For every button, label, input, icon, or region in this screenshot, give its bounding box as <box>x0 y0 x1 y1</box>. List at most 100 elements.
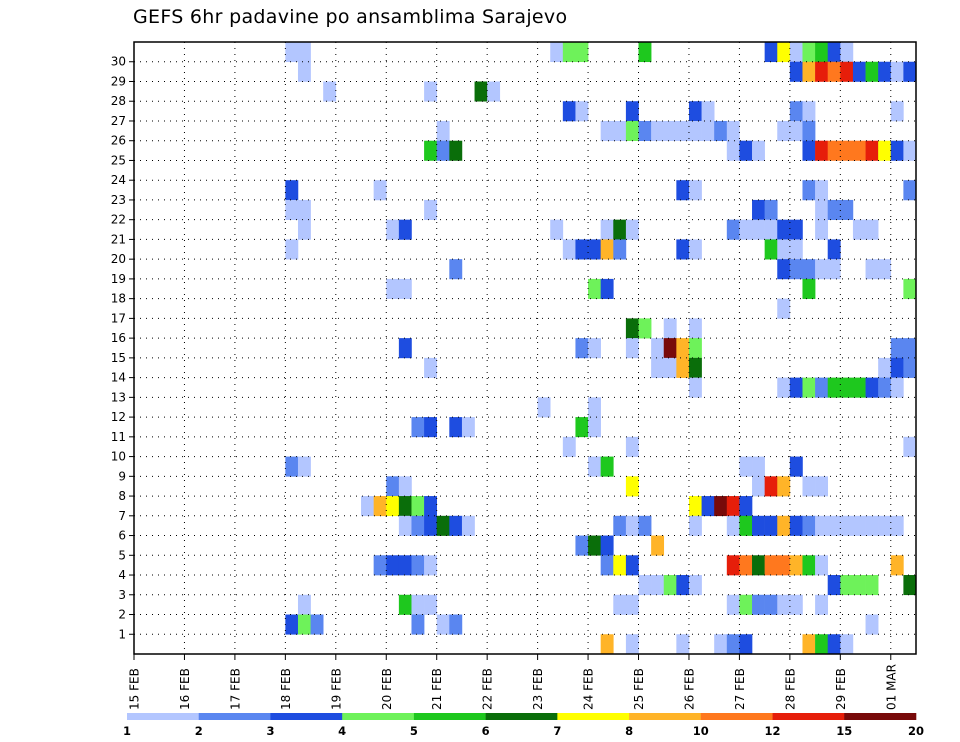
heatmap-cell <box>802 120 816 142</box>
x-tick-label: 26 FEB <box>682 668 696 710</box>
colorbar-label: 3 <box>266 724 274 738</box>
heatmap-cell <box>562 42 576 63</box>
heatmap-cell <box>613 219 627 240</box>
heatmap-cell <box>688 101 702 122</box>
heatmap-cell <box>575 239 589 260</box>
heatmap-cell <box>575 42 589 63</box>
heatmap-cell <box>537 397 551 418</box>
heatmap-cell <box>739 515 753 536</box>
heatmap-cell <box>663 120 677 142</box>
heatmap-cell <box>752 219 765 240</box>
heatmap-cell <box>651 338 665 359</box>
heatmap-cell <box>726 594 740 615</box>
heatmap-cell <box>739 140 753 161</box>
heatmap-cell <box>701 496 715 517</box>
y-tick-label: 25 <box>111 153 126 167</box>
heatmap-cell <box>890 140 904 161</box>
heatmap-cell <box>726 634 740 655</box>
colorbar-swatch <box>198 713 271 720</box>
heatmap-cell <box>398 555 412 576</box>
heatmap-cell <box>575 417 589 438</box>
x-tick-label: 27 FEB <box>733 668 747 710</box>
heatmap-cell <box>827 61 841 82</box>
heatmap-cell <box>285 42 299 63</box>
y-tick-label: 29 <box>111 74 126 88</box>
heatmap-cell <box>739 634 753 655</box>
heatmap-cell <box>424 357 438 378</box>
heatmap-cell <box>840 140 854 161</box>
heatmap-cell <box>676 338 690 359</box>
x-tick-label: 20 FEB <box>380 668 394 710</box>
heatmap-cell <box>297 614 311 635</box>
heatmap-cell <box>777 239 791 260</box>
heatmap-cell <box>777 476 791 497</box>
heatmap-cell <box>663 357 677 378</box>
heatmap-cell <box>815 199 829 220</box>
colorbar-swatch <box>700 713 773 720</box>
colorbar-swatch <box>844 713 917 720</box>
heatmap-cell <box>588 239 601 260</box>
heatmap-cell <box>386 219 400 240</box>
heatmap-cell <box>373 496 387 517</box>
heatmap-cell <box>840 377 854 398</box>
heatmap-cell <box>739 555 753 576</box>
x-tick-label: 25 FEB <box>632 668 646 710</box>
heatmap-cell <box>613 239 627 260</box>
heatmap-cell <box>688 180 702 201</box>
heatmap-cell <box>386 496 400 517</box>
heatmap-cell <box>625 436 639 457</box>
heatmap-cell <box>752 555 765 576</box>
heatmap-cell <box>827 515 841 536</box>
x-tick-label: 29 FEB <box>834 668 848 710</box>
heatmap-cell <box>815 140 829 161</box>
heatmap-cell <box>815 476 829 497</box>
colorbar-label: 10 <box>693 724 709 738</box>
heatmap-cell <box>789 239 803 260</box>
heatmap-cell <box>676 634 690 655</box>
heatmap-cell <box>852 219 866 240</box>
heatmap-cell <box>777 555 791 576</box>
x-tick-label: 18 FEB <box>279 668 293 710</box>
heatmap-cell <box>285 199 299 220</box>
colorbar-label: 5 <box>410 724 418 738</box>
heatmap-cell <box>890 377 904 398</box>
heatmap-cell <box>310 614 324 635</box>
heatmap-cell <box>752 594 765 615</box>
heatmap-cell <box>638 120 652 142</box>
colorbar-label: 6 <box>482 724 490 738</box>
x-tick-label: 22 FEB <box>481 668 495 710</box>
chart-title: GEFS 6hr padavine po ansamblima Sarajevo <box>133 6 568 28</box>
heatmap-cell <box>398 278 412 299</box>
heatmap-cell <box>297 42 311 63</box>
heatmap-cell <box>789 42 803 63</box>
colorbar-label: 12 <box>765 724 781 738</box>
heatmap-cell <box>764 476 778 497</box>
y-tick-label: 7 <box>118 509 126 523</box>
heatmap-cell <box>777 298 791 319</box>
heatmap-cell <box>827 377 841 398</box>
y-tick-label: 19 <box>111 272 126 286</box>
heatmap-cell <box>726 496 740 517</box>
heatmap-cell <box>398 338 412 359</box>
heatmap-cell <box>789 219 803 240</box>
heatmap-cell <box>802 180 816 201</box>
heatmap-cell <box>461 417 475 438</box>
heatmap-cell <box>436 614 450 635</box>
heatmap-cell <box>285 456 299 477</box>
y-tick-label: 23 <box>111 193 126 207</box>
y-tick-label: 10 <box>111 450 126 464</box>
heatmap-cell <box>613 555 627 576</box>
heatmap-cell <box>815 61 829 82</box>
x-tick-label: 01 MAR <box>884 664 898 710</box>
heatmap-cell <box>600 535 614 556</box>
heatmap-cell <box>411 496 425 517</box>
heatmap-cell <box>878 515 892 536</box>
heatmap-cell <box>903 278 917 299</box>
x-tick-label: 15 FEB <box>128 668 142 710</box>
heatmap-cell <box>789 101 803 122</box>
heatmap-cell <box>562 101 576 122</box>
heatmap-cell <box>764 239 778 260</box>
heatmap-cell <box>688 496 702 517</box>
heatmap-cell <box>739 456 753 477</box>
y-tick-label: 4 <box>118 568 126 582</box>
